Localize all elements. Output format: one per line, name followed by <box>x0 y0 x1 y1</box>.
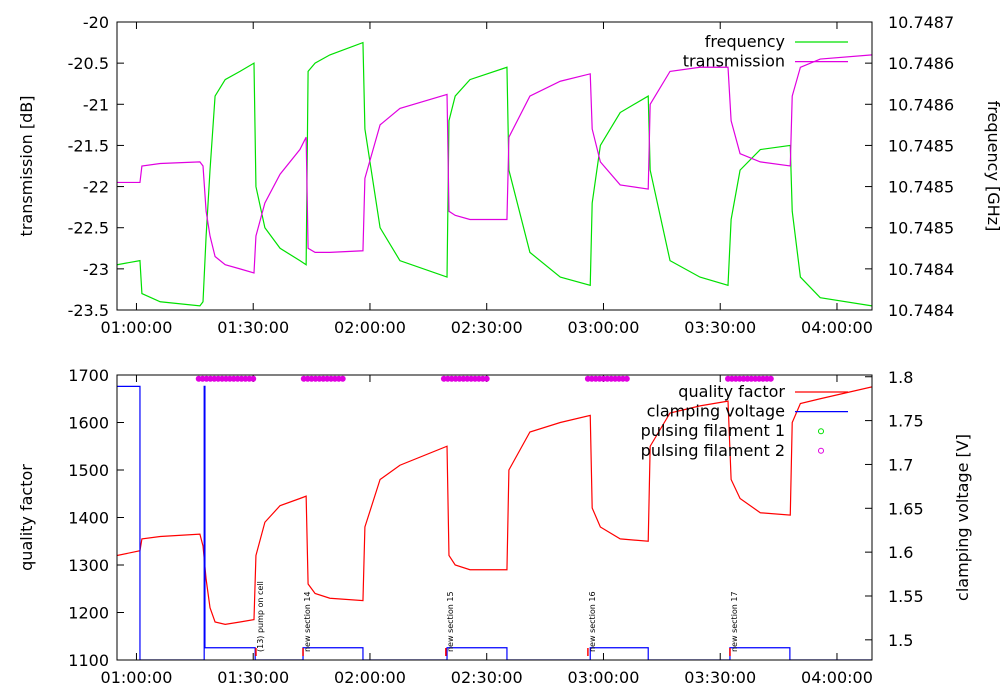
plot-frame <box>116 374 873 661</box>
x-tick-label: 03:30:00 <box>684 668 756 687</box>
y2-tick-label: 1.5 <box>888 631 913 650</box>
y2-tick-label: 1.8 <box>888 368 913 387</box>
x-tick-label: 04:00:00 <box>801 668 873 687</box>
y-tick-label: -22.5 <box>68 219 109 238</box>
x-tick-label: 02:30:00 <box>451 668 523 687</box>
point <box>767 375 774 382</box>
x-tick-label: 03:00:00 <box>568 318 640 337</box>
y-tick-label: -21 <box>83 95 109 114</box>
y-axis-label: transmission [dB] <box>17 96 36 237</box>
x-tick-label: 02:00:00 <box>334 318 406 337</box>
y2-tick-label: 1.65 <box>888 499 924 518</box>
plot-frame <box>116 21 873 311</box>
line <box>117 386 872 625</box>
point <box>623 375 630 382</box>
y-tick-label: 1400 <box>68 509 109 528</box>
legend-marker <box>818 447 824 454</box>
legend-marker <box>818 428 824 435</box>
y2-tick-label: 1.75 <box>888 412 924 431</box>
y-tick-label: 1200 <box>68 604 109 623</box>
x-tick-label: 03:30:00 <box>684 318 756 337</box>
point <box>483 375 490 382</box>
y2-tick-label: 10.7485 <box>888 136 954 155</box>
y2-tick-label: 1.55 <box>888 587 924 606</box>
y2-tick-label: 10.7487 <box>888 13 954 32</box>
legend-label: clamping voltage <box>647 402 785 421</box>
y-tick-label: -21.5 <box>68 136 109 155</box>
y2-tick-label: 1.6 <box>888 543 913 562</box>
y2-tick-label: 10.7486 <box>888 95 954 114</box>
point <box>339 375 346 382</box>
x-tick-label: 02:00:00 <box>334 668 406 687</box>
y2-tick-label: 1.7 <box>888 455 913 474</box>
y-tick-label: -23 <box>83 260 109 279</box>
x-tick-label: 01:30:00 <box>217 318 289 337</box>
annotation: new section 15 <box>446 591 455 652</box>
legend-label: pulsing filament 1 <box>641 421 785 440</box>
y-tick-label: 1600 <box>68 414 109 433</box>
y2-tick-label: 10.7485 <box>888 219 954 238</box>
x-tick-label: 03:00:00 <box>568 668 640 687</box>
y2-axis-label: frequency [GHz] <box>984 101 1000 232</box>
x-tick-label: 02:30:00 <box>451 318 523 337</box>
legend-label: pulsing filament 2 <box>641 441 785 460</box>
y2-tick-label: 10.7484 <box>888 301 954 320</box>
y-axis-label: quality factor <box>17 464 36 571</box>
annotation: new section 17 <box>730 591 739 652</box>
point <box>250 375 257 382</box>
x-tick-label: 01:00:00 <box>101 318 173 337</box>
y2-tick-label: 10.7485 <box>888 178 954 197</box>
y-tick-label: -22 <box>83 178 109 197</box>
x-tick-label: 01:00:00 <box>101 668 173 687</box>
legend-label: frequency <box>705 32 785 51</box>
line <box>117 385 872 660</box>
y-tick-label: 1300 <box>68 556 109 575</box>
y2-tick-label: 10.7484 <box>888 260 954 279</box>
y2-axis-label: clamping voltage [V] <box>953 434 972 601</box>
legend-label: transmission <box>683 52 785 71</box>
y-tick-label: 1500 <box>68 461 109 480</box>
legend-label: quality factor <box>678 382 785 401</box>
x-tick-label: 01:30:00 <box>217 668 289 687</box>
annotation: (13) pump on cell <box>256 581 265 652</box>
annotation: new section 14 <box>303 591 312 652</box>
y-tick-label: -20 <box>83 13 109 32</box>
y-tick-label: 1700 <box>68 366 109 385</box>
annotation: new section 16 <box>588 591 597 652</box>
y-tick-label: 1100 <box>68 651 109 670</box>
line <box>117 54 872 274</box>
y-tick-label: -23.5 <box>68 301 109 320</box>
line <box>117 41 872 307</box>
x-tick-label: 04:00:00 <box>801 318 873 337</box>
y-tick-label: -20.5 <box>68 54 109 73</box>
y2-tick-label: 10.7486 <box>888 54 954 73</box>
